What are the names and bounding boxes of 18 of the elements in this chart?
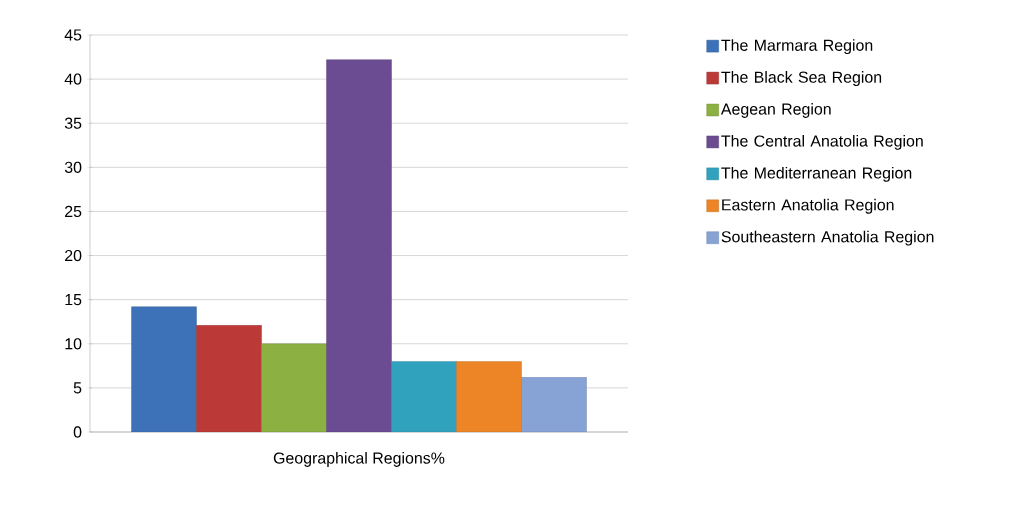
legend-label: The Black Sea Region	[721, 71, 882, 86]
legend-label: The Marmara Region	[721, 39, 873, 55]
y-tick-label: 35	[64, 117, 82, 129]
y-tick-label: 30	[64, 161, 82, 173]
x-tick-label: Geographical Regions%	[273, 452, 445, 467]
legend-label: Aegean Region	[720, 103, 831, 118]
y-tick-label: 0	[73, 426, 82, 438]
y-tick-label: 45	[64, 29, 82, 41]
y-tick-label: 5	[73, 382, 82, 394]
y-tick-label: 25	[65, 205, 82, 218]
y-tick-label: 15	[65, 294, 82, 306]
y-tick-label: 20	[65, 249, 82, 262]
legend-label: The Mediterranean Region	[721, 166, 912, 182]
legend-label: Southeastern Anatolia Region	[721, 230, 934, 246]
y-tick-label: 40	[64, 73, 82, 85]
legend-label: The Central Anatolia Region	[721, 134, 923, 150]
y-tick-label: 10	[65, 338, 82, 350]
legend-label: Eastern Anatolia Region	[722, 198, 894, 214]
